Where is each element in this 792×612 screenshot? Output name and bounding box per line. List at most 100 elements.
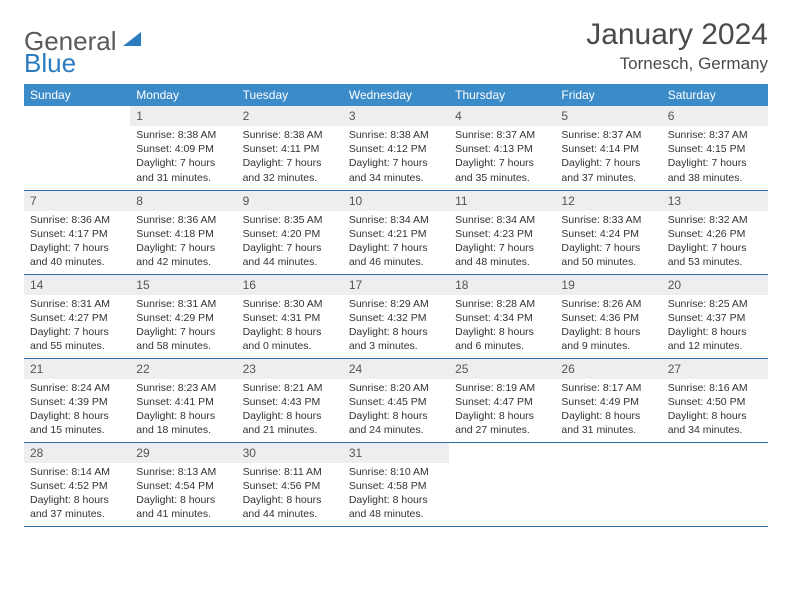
calendar-table: SundayMondayTuesdayWednesdayThursdayFrid… [24, 84, 768, 527]
weekday-header: Thursday [449, 84, 555, 106]
day-number: 17 [343, 275, 449, 295]
day-number: 22 [130, 359, 236, 379]
weekday-header: Friday [555, 84, 661, 106]
day-cell [24, 106, 130, 190]
sunset-text: Sunset: 4:34 PM [455, 311, 549, 325]
day-data: Sunrise: 8:21 AMSunset: 4:43 PMDaylight:… [237, 379, 343, 442]
sunset-text: Sunset: 4:45 PM [349, 395, 443, 409]
day-number: 14 [24, 275, 130, 295]
daylight-text: Daylight: 7 hours and 40 minutes. [30, 241, 124, 269]
day-number: 8 [130, 191, 236, 211]
day-data: Sunrise: 8:36 AMSunset: 4:18 PMDaylight:… [130, 211, 236, 274]
day-data: Sunrise: 8:24 AMSunset: 4:39 PMDaylight:… [24, 379, 130, 442]
daylight-text: Daylight: 8 hours and 24 minutes. [349, 409, 443, 437]
day-number: 30 [237, 443, 343, 463]
daylight-text: Daylight: 7 hours and 34 minutes. [349, 156, 443, 184]
sunset-text: Sunset: 4:26 PM [668, 227, 762, 241]
day-cell: 7Sunrise: 8:36 AMSunset: 4:17 PMDaylight… [24, 190, 130, 274]
daylight-text: Daylight: 8 hours and 37 minutes. [30, 493, 124, 521]
day-data: Sunrise: 8:33 AMSunset: 4:24 PMDaylight:… [555, 211, 661, 274]
day-number: 5 [555, 106, 661, 126]
sunset-text: Sunset: 4:13 PM [455, 142, 549, 156]
sunrise-text: Sunrise: 8:37 AM [668, 128, 762, 142]
daylight-text: Daylight: 7 hours and 38 minutes. [668, 156, 762, 184]
week-row: 7Sunrise: 8:36 AMSunset: 4:17 PMDaylight… [24, 190, 768, 274]
sunrise-text: Sunrise: 8:38 AM [136, 128, 230, 142]
day-number: 27 [662, 359, 768, 379]
day-number: 18 [449, 275, 555, 295]
day-number: 11 [449, 191, 555, 211]
day-cell: 28Sunrise: 8:14 AMSunset: 4:52 PMDayligh… [24, 442, 130, 526]
day-data: Sunrise: 8:31 AMSunset: 4:29 PMDaylight:… [130, 295, 236, 358]
day-cell: 17Sunrise: 8:29 AMSunset: 4:32 PMDayligh… [343, 274, 449, 358]
day-data: Sunrise: 8:14 AMSunset: 4:52 PMDaylight:… [24, 463, 130, 526]
day-cell: 11Sunrise: 8:34 AMSunset: 4:23 PMDayligh… [449, 190, 555, 274]
title-block: January 2024 Tornesch, Germany [586, 18, 768, 74]
day-cell: 31Sunrise: 8:10 AMSunset: 4:58 PMDayligh… [343, 442, 449, 526]
weekday-header: Wednesday [343, 84, 449, 106]
sunset-text: Sunset: 4:12 PM [349, 142, 443, 156]
day-cell: 8Sunrise: 8:36 AMSunset: 4:18 PMDaylight… [130, 190, 236, 274]
weekday-header: Monday [130, 84, 236, 106]
day-data: Sunrise: 8:31 AMSunset: 4:27 PMDaylight:… [24, 295, 130, 358]
sunrise-text: Sunrise: 8:36 AM [30, 213, 124, 227]
day-data: Sunrise: 8:35 AMSunset: 4:20 PMDaylight:… [237, 211, 343, 274]
daylight-text: Daylight: 8 hours and 41 minutes. [136, 493, 230, 521]
day-data: Sunrise: 8:38 AMSunset: 4:12 PMDaylight:… [343, 126, 449, 189]
sunset-text: Sunset: 4:15 PM [668, 142, 762, 156]
sunset-text: Sunset: 4:43 PM [243, 395, 337, 409]
day-number: 12 [555, 191, 661, 211]
day-cell: 24 Sunrise: 8:20 AMSunset: 4:45 PMDayligh… [343, 358, 449, 442]
day-number: 28 [24, 443, 130, 463]
daylight-text: Daylight: 7 hours and 44 minutes. [243, 241, 337, 269]
sunset-text: Sunset: 4:18 PM [136, 227, 230, 241]
day-data: Sunrise: 8:34 AMSunset: 4:23 PMDaylight:… [449, 211, 555, 274]
day-cell: 26Sunrise: 8:17 AMSunset: 4:49 PMDayligh… [555, 358, 661, 442]
daylight-text: Daylight: 8 hours and 27 minutes. [455, 409, 549, 437]
day-cell: 13Sunrise: 8:32 AMSunset: 4:26 PMDayligh… [662, 190, 768, 274]
day-number: 16 [237, 275, 343, 295]
sunrise-text: Sunrise: 8:21 AM [243, 381, 337, 395]
week-row: 28Sunrise: 8:14 AMSunset: 4:52 PMDayligh… [24, 442, 768, 526]
month-title: January 2024 [586, 18, 768, 52]
day-data: Sunrise: 8:29 AMSunset: 4:32 PMDaylight:… [343, 295, 449, 358]
sunrise-text: Sunrise: 8:17 AM [561, 381, 655, 395]
daylight-text: Daylight: 7 hours and 42 minutes. [136, 241, 230, 269]
sunrise-text: Sunrise: 8:24 AM [30, 381, 124, 395]
day-data: Sunrise: 8:37 AMSunset: 4:15 PMDaylight:… [662, 126, 768, 189]
daylight-text: Daylight: 8 hours and 18 minutes. [136, 409, 230, 437]
daylight-text: Daylight: 7 hours and 31 minutes. [136, 156, 230, 184]
calendar-body: 1Sunrise: 8:38 AMSunset: 4:09 PMDaylight… [24, 106, 768, 526]
sunset-text: Sunset: 4:14 PM [561, 142, 655, 156]
sunset-text: Sunset: 4:49 PM [561, 395, 655, 409]
sunrise-text: Sunrise: 8:28 AM [455, 297, 549, 311]
week-row: 14Sunrise: 8:31 AMSunset: 4:27 PMDayligh… [24, 274, 768, 358]
day-number: 31 [343, 443, 449, 463]
day-number: 2 [237, 106, 343, 126]
sunrise-text: Sunrise: 8:31 AM [30, 297, 124, 311]
sunrise-text: Sunrise: 8:30 AM [243, 297, 337, 311]
day-cell: 3Sunrise: 8:38 AMSunset: 4:12 PMDaylight… [343, 106, 449, 190]
logo-triangle-icon [121, 28, 143, 55]
daylight-text: Daylight: 7 hours and 48 minutes. [455, 241, 549, 269]
day-cell: 16Sunrise: 8:30 AMSunset: 4:31 PMDayligh… [237, 274, 343, 358]
sunrise-text: Sunrise: 8:23 AM [136, 381, 230, 395]
day-data: Sunrise: 8:36 AMSunset: 4:17 PMDaylight:… [24, 211, 130, 274]
day-cell: 30Sunrise: 8:11 AMSunset: 4:56 PMDayligh… [237, 442, 343, 526]
sunset-text: Sunset: 4:31 PM [243, 311, 337, 325]
sunset-text: Sunset: 4:29 PM [136, 311, 230, 325]
daylight-text: Daylight: 8 hours and 12 minutes. [668, 325, 762, 353]
daylight-text: Daylight: 8 hours and 0 minutes. [243, 325, 337, 353]
day-number: 1 [130, 106, 236, 126]
day-data: Sunrise: 8:30 AMSunset: 4:31 PMDaylight:… [237, 295, 343, 358]
day-cell: 19Sunrise: 8:26 AMSunset: 4:36 PMDayligh… [555, 274, 661, 358]
day-cell: 10Sunrise: 8:34 AMSunset: 4:21 PMDayligh… [343, 190, 449, 274]
day-number: 15 [130, 275, 236, 295]
day-cell: 25Sunrise: 8:19 AMSunset: 4:47 PMDayligh… [449, 358, 555, 442]
daylight-text: Daylight: 7 hours and 50 minutes. [561, 241, 655, 269]
day-cell: 14Sunrise: 8:31 AMSunset: 4:27 PMDayligh… [24, 274, 130, 358]
sunset-text: Sunset: 4:36 PM [561, 311, 655, 325]
day-number: 24 [343, 359, 449, 379]
sunrise-text: Sunrise: 8:20 AM [349, 381, 443, 395]
location: Tornesch, Germany [586, 54, 768, 74]
